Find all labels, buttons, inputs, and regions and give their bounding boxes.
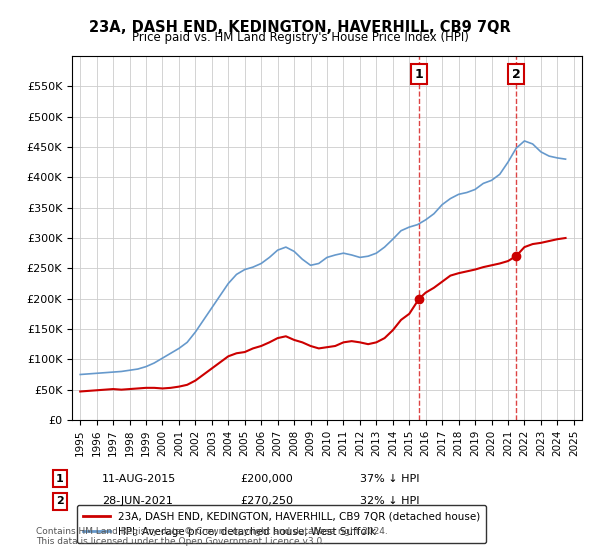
Text: Contains HM Land Registry data © Crown copyright and database right 2024.
This d: Contains HM Land Registry data © Crown c… — [36, 526, 388, 546]
Text: 37% ↓ HPI: 37% ↓ HPI — [360, 474, 419, 484]
Text: £270,250: £270,250 — [240, 496, 293, 506]
Text: Price paid vs. HM Land Registry's House Price Index (HPI): Price paid vs. HM Land Registry's House … — [131, 31, 469, 44]
Text: 1: 1 — [56, 474, 64, 484]
Text: £200,000: £200,000 — [240, 474, 293, 484]
Text: 23A, DASH END, KEDINGTON, HAVERHILL, CB9 7QR: 23A, DASH END, KEDINGTON, HAVERHILL, CB9… — [89, 20, 511, 35]
Text: 32% ↓ HPI: 32% ↓ HPI — [360, 496, 419, 506]
Text: 2: 2 — [56, 496, 64, 506]
Text: 1: 1 — [415, 68, 424, 81]
Text: 2: 2 — [512, 68, 521, 81]
Text: 11-AUG-2015: 11-AUG-2015 — [102, 474, 176, 484]
Legend: 23A, DASH END, KEDINGTON, HAVERHILL, CB9 7QR (detached house), HPI: Average pric: 23A, DASH END, KEDINGTON, HAVERHILL, CB9… — [77, 505, 487, 543]
Text: 28-JUN-2021: 28-JUN-2021 — [102, 496, 173, 506]
